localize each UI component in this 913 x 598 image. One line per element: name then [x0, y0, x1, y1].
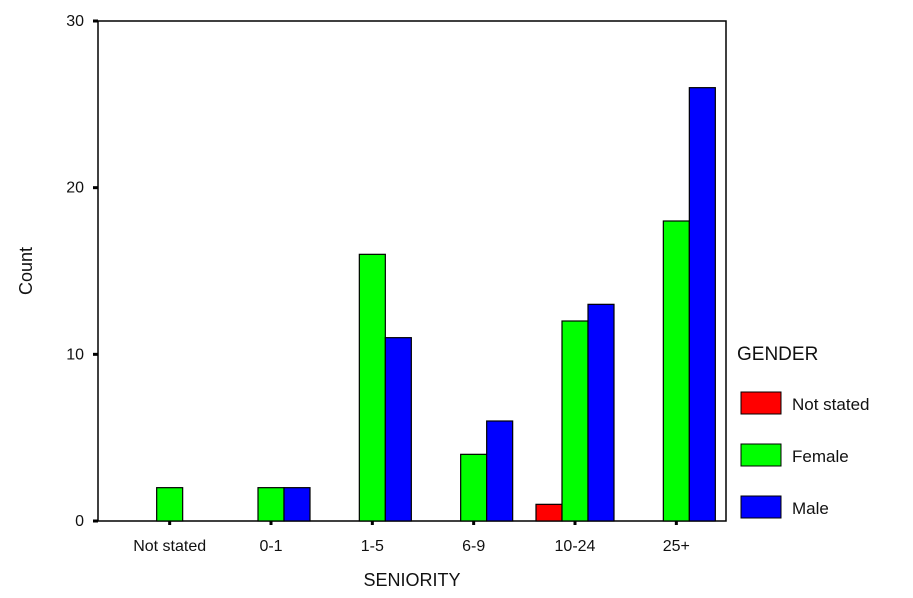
bar-male-2 [384, 337, 412, 522]
bar-female-1 [257, 487, 285, 522]
y-ticks-group: 0 10 20 30 [66, 13, 98, 530]
y-tick-label: 10 [66, 346, 84, 363]
bar-female-4 [561, 320, 589, 522]
legend-label: Not stated [792, 395, 870, 414]
legend-swatch-not-stated [740, 391, 782, 415]
legend-swatch-male [740, 495, 782, 519]
bar-male-1 [283, 487, 311, 522]
bar-female-2 [358, 253, 386, 522]
x-tick-label: 1-5 [361, 538, 384, 555]
x-axis-title: SENIORITY [363, 570, 460, 590]
bar-female-0 [156, 487, 184, 522]
legend-title: GENDER [737, 344, 818, 365]
legend: GENDER Not stated Female Male [737, 344, 870, 519]
bars-group [156, 87, 716, 522]
x-ticks-group: Not stated 0-1 1-5 6-9 10-24 25+ [133, 521, 690, 555]
y-axis-title: Count [16, 247, 36, 295]
plot-frame [97, 20, 727, 522]
bar-female-5 [662, 220, 690, 522]
x-tick-label: Not stated [133, 538, 206, 555]
bar-male-5 [688, 87, 716, 522]
y-tick-label: 0 [75, 513, 84, 530]
x-tick-label: 25+ [663, 538, 690, 555]
y-tick-label: 20 [66, 180, 84, 197]
legend-swatch-female [740, 443, 782, 467]
x-tick-label: 6-9 [462, 538, 485, 555]
bar-male-3 [486, 420, 514, 522]
legend-label: Male [792, 499, 829, 518]
bar-not-stated-4 [535, 503, 563, 522]
bar-male-4 [587, 303, 615, 522]
bar-female-3 [460, 453, 488, 522]
legend-label: Female [792, 447, 849, 466]
x-tick-label: 0-1 [259, 538, 282, 555]
y-tick-label: 30 [66, 13, 84, 30]
x-tick-label: 10-24 [555, 538, 596, 555]
